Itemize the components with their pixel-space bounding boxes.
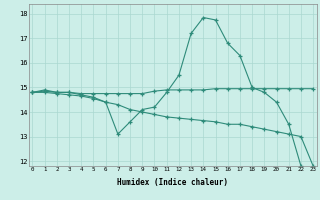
X-axis label: Humidex (Indice chaleur): Humidex (Indice chaleur) [117,178,228,187]
